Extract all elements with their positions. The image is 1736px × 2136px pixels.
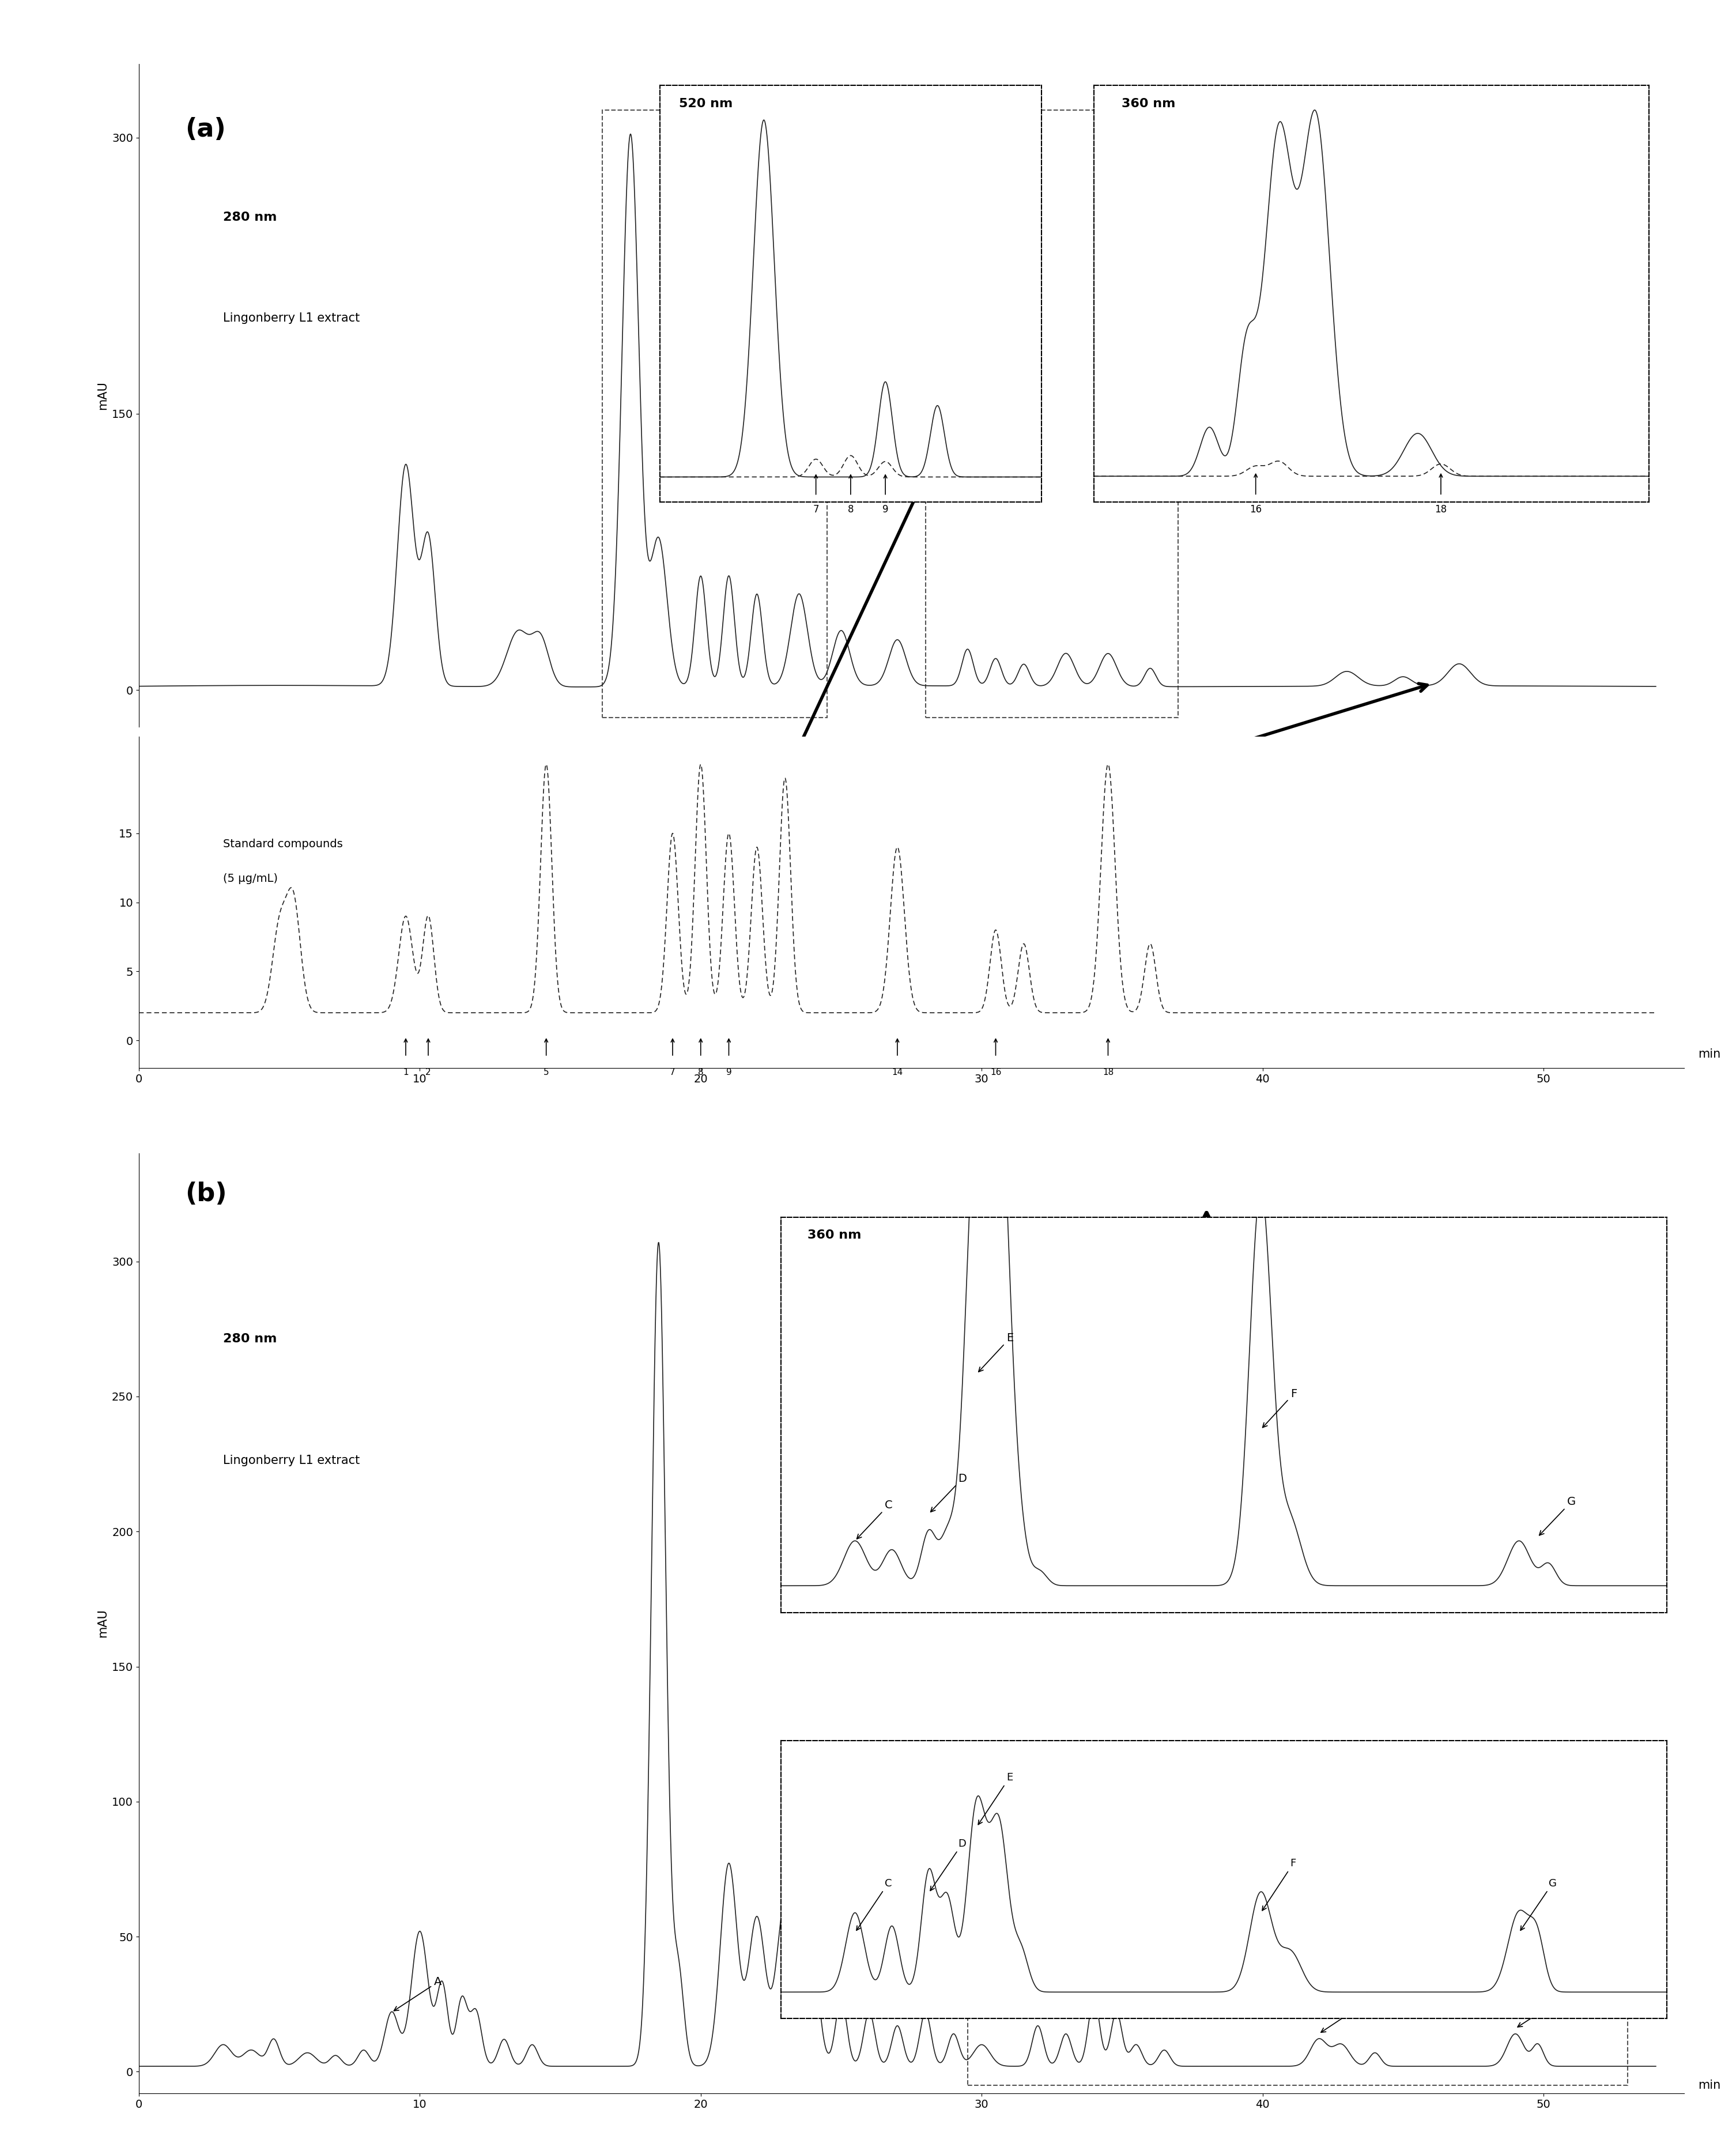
Text: 8: 8: [698, 1068, 703, 1077]
Text: F: F: [1262, 1858, 1297, 1910]
Text: (5 μg/mL): (5 μg/mL): [224, 874, 278, 884]
Text: (a): (a): [186, 117, 226, 141]
Text: F: F: [1262, 1388, 1297, 1427]
Text: 16: 16: [990, 1068, 1002, 1077]
Bar: [602, 111, 826, 718]
Text: 18: 18: [1434, 504, 1448, 515]
Text: 18: 18: [1102, 1068, 1113, 1077]
Text: F: F: [1321, 1997, 1368, 2031]
Text: (b): (b): [186, 1181, 227, 1207]
Text: 1: 1: [403, 1068, 408, 1077]
Text: Standard compounds: Standard compounds: [224, 839, 344, 850]
Text: C: C: [858, 1499, 892, 1538]
Text: 280 nm: 280 nm: [224, 1333, 278, 1346]
Text: C: C: [856, 1878, 892, 1931]
Text: Lingonberry L1 extract: Lingonberry L1 extract: [224, 1455, 359, 1465]
Text: 7: 7: [670, 1068, 675, 1077]
Text: min: min: [1698, 2080, 1720, 2091]
Text: 16: 16: [1250, 504, 1262, 515]
Text: C: C: [1040, 1982, 1088, 2016]
Y-axis label: mAU: mAU: [97, 1608, 109, 1638]
Text: 2: 2: [425, 1068, 431, 1077]
Text: G: G: [1517, 1993, 1566, 2027]
Text: G: G: [1540, 1495, 1576, 1536]
Text: E: E: [979, 1333, 1014, 1371]
Text: Lingonberry L1 extract: Lingonberry L1 extract: [224, 312, 359, 325]
Text: 5: 5: [543, 1068, 549, 1077]
Text: 360 nm: 360 nm: [807, 1230, 861, 1241]
Text: G: G: [1521, 1878, 1557, 1931]
Text: 520 nm: 520 nm: [679, 98, 733, 109]
Text: 8: 8: [847, 504, 854, 515]
Text: 280 nm: 280 nm: [224, 211, 278, 222]
Text: min: min: [1698, 1049, 1720, 1059]
Text: D: D: [1068, 1963, 1116, 1997]
Text: 360 nm: 360 nm: [1121, 98, 1175, 109]
Y-axis label: mAU: mAU: [97, 380, 109, 410]
Text: 9: 9: [882, 504, 889, 515]
Text: D: D: [930, 1474, 967, 1512]
Text: 14: 14: [892, 1068, 903, 1077]
Bar: [925, 111, 1179, 718]
Bar: [967, 1897, 1628, 2085]
Text: E: E: [1104, 1950, 1151, 1984]
Text: B: B: [809, 1854, 858, 1888]
Text: A: A: [394, 1976, 441, 2010]
Text: D: D: [930, 1839, 967, 1890]
Text: 9: 9: [726, 1068, 731, 1077]
Text: E: E: [977, 1773, 1012, 1824]
Text: 7: 7: [812, 504, 819, 515]
